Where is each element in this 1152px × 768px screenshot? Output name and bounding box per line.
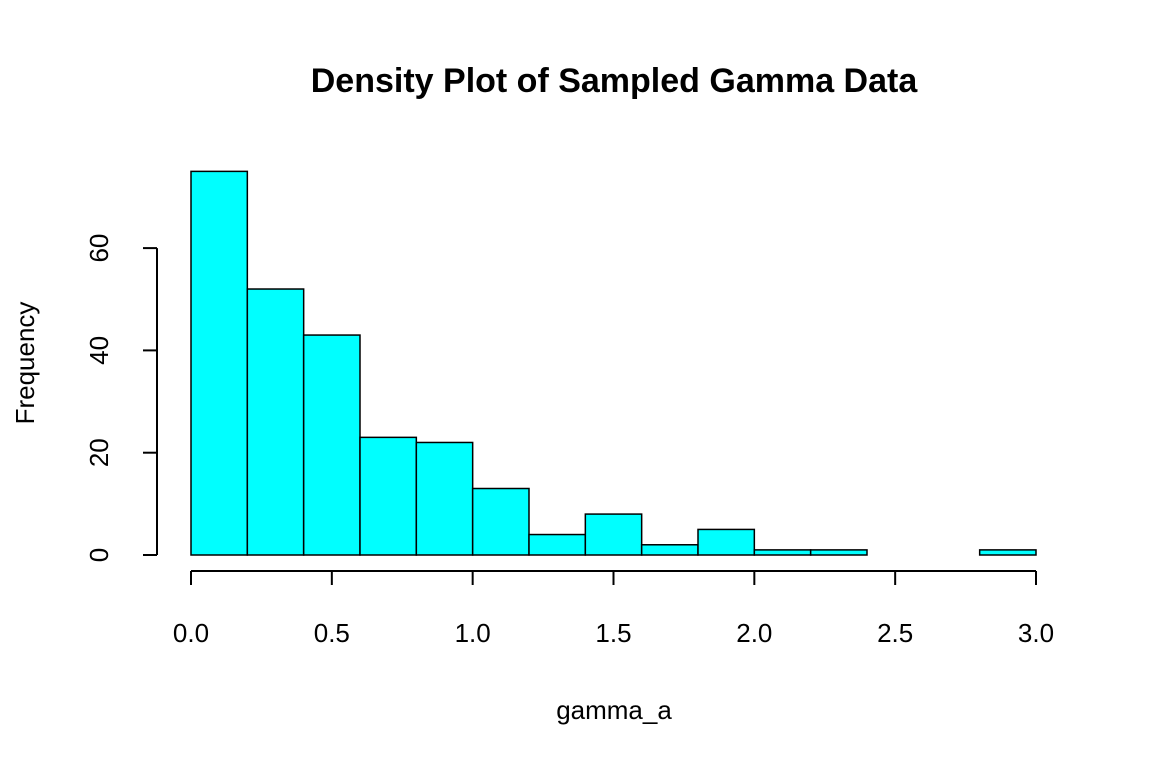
y-axis: 0 20 40 60 [84,234,158,562]
histogram-bar [471,487,530,556]
x-tick-label: 1.0 [455,618,491,648]
x-tick-label: 2.0 [736,618,772,648]
histogram-bar [528,533,587,556]
histogram-bar [415,441,474,556]
x-axis-label: gamma_a [556,695,672,725]
histogram-bar [978,549,1037,556]
x-tick-label: 0.0 [173,618,209,648]
x-tick-label: 1.5 [595,618,631,648]
histogram-bar [640,544,699,556]
y-axis-label: Frequency [10,302,40,425]
x-tick-label: 3.0 [1018,618,1054,648]
histogram-bar [359,436,418,556]
histogram-bar [584,513,643,556]
x-axis: 0.0 0.5 1.0 1.5 2.0 2.5 3.0 [173,570,1054,648]
x-tick-label: 0.5 [314,618,350,648]
y-tick-label: 60 [84,234,114,263]
histogram-bar [190,170,249,556]
histogram-bar [753,549,812,556]
histogram-bar [697,528,756,556]
y-tick-label: 20 [84,438,114,467]
y-tick-label: 40 [84,336,114,365]
histogram-bar [246,288,305,556]
chart-title: Density Plot of Sampled Gamma Data [311,62,919,100]
histogram-bar [302,334,361,556]
x-tick-label: 2.5 [877,618,913,648]
histogram-bar [809,549,868,556]
histogram-bars [190,170,1037,556]
y-tick-label: 0 [84,548,114,562]
